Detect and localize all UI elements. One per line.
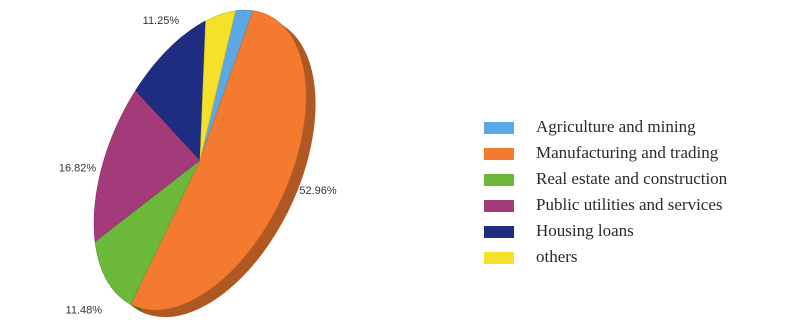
legend: Agriculture and mining Manufacturing and … [484, 117, 728, 266]
legend-label-real-estate-and-construction: Real estate and construction [536, 169, 728, 188]
legend-swatch-others [484, 252, 514, 264]
legend-label-agriculture-and-mining: Agriculture and mining [536, 117, 696, 136]
pct-label-housing-loans: 11.25% [143, 15, 180, 27]
pie-slice-public-utilities-and-services [93, 90, 201, 243]
legend-label-public-utilities-and-services: Public utilities and services [536, 195, 723, 214]
pct-label-manufacturing-and-trading: 52.96% [299, 185, 337, 197]
pie-slice-manufacturing-and-trading [130, 10, 307, 311]
pct-label-real-estate-and-construction: 11.48% [66, 305, 103, 317]
pie-side-manufacturing-and-trading [130, 10, 316, 318]
legend-label-housing-loans: Housing loans [536, 221, 634, 240]
pie-slices [93, 9, 316, 318]
legend-swatch-manufacturing-and-trading [484, 148, 514, 160]
pct-label-public-utilities-and-services: 16.82% [59, 163, 97, 175]
legend-swatch-public-utilities-and-services [484, 200, 514, 212]
pie-slice-others [199, 10, 236, 161]
pie-slice-housing-loans [135, 20, 207, 161]
legend-swatch-housing-loans [484, 226, 514, 238]
legend-swatch-real-estate-and-construction [484, 174, 514, 186]
legend-label-manufacturing-and-trading: Manufacturing and trading [536, 143, 719, 162]
legend-label-others: others [536, 247, 578, 266]
pie-slice-real-estate-and-construction [94, 159, 201, 305]
legend-swatch-agriculture-and-mining [484, 122, 514, 134]
pie-labels: 2.90%52.96%11.48%16.82%11.25%4.59% [59, 15, 337, 317]
